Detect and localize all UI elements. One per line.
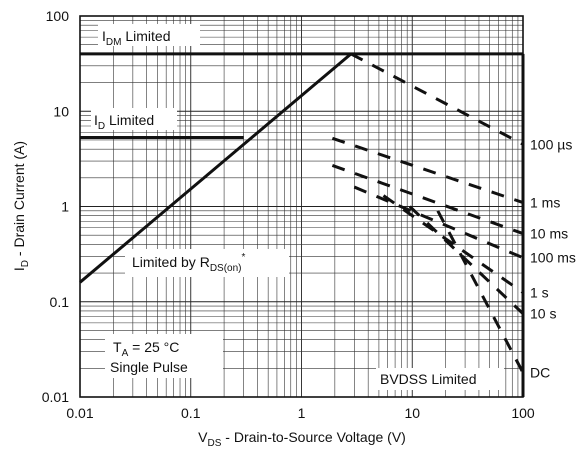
bvdss-limited-label: BVDSS Limited	[380, 371, 476, 387]
x-tick-label: 10	[404, 405, 420, 421]
series-line-0	[350, 52, 524, 146]
y-axis-title: ID - Drain Current (A)	[11, 141, 31, 271]
tick-labels: 0.01 0.1 1 10 100 0.01 0.1 1 10 100	[42, 8, 535, 421]
rds-on-limit-line	[79, 52, 352, 284]
x-tick-label: 0.1	[181, 405, 201, 421]
y-tick-label: 100	[46, 8, 70, 24]
id-label-bg	[91, 108, 177, 130]
series-label-1: 1 ms	[530, 195, 560, 211]
bvdss-label-bg	[376, 368, 504, 390]
series-label-4: 1 s	[530, 285, 549, 301]
x-axis-title: VDS - Drain-to-Source Voltage (V)	[198, 429, 406, 449]
rds-on-label: Limited by RDS(on)*	[132, 252, 246, 274]
y-tick-label: 1	[61, 199, 69, 215]
series-line-4	[382, 194, 524, 294]
y-tick-label: 0.1	[50, 294, 70, 310]
y-tick-label: 10	[53, 103, 69, 119]
single-pulse-label: Single Pulse	[110, 359, 188, 375]
annotations: IDM Limited ID Limited Limited by RDS(on)*…	[91, 24, 576, 390]
plot-frame	[79, 15, 524, 398]
x-tick-label: 100	[511, 405, 535, 421]
id-limited-label: ID Limited	[94, 112, 154, 132]
idm-limited-label: IDM Limited	[102, 28, 170, 48]
series-label-0: 100 µs	[530, 136, 572, 152]
rds-label-bg	[125, 249, 289, 277]
series-line-5	[408, 205, 525, 315]
y-tick-label: 0.01	[42, 389, 69, 405]
x-tick-label: 1	[298, 405, 306, 421]
conditions-bg	[105, 334, 223, 378]
idm-label-bg	[98, 24, 200, 46]
series-label-2: 10 ms	[530, 226, 568, 242]
ta-label: TA = 25 °C	[113, 339, 179, 359]
series-line-6	[436, 210, 525, 374]
series-label-5: 10 s	[530, 306, 556, 322]
curves	[79, 52, 525, 397]
series-line-2	[331, 164, 524, 235]
series-line-1	[331, 136, 524, 204]
series-label-6: DC	[530, 365, 550, 381]
series-line-3	[353, 185, 524, 260]
x-tick-label: 0.01	[66, 405, 93, 421]
series-label-3: 100 ms	[530, 250, 576, 266]
